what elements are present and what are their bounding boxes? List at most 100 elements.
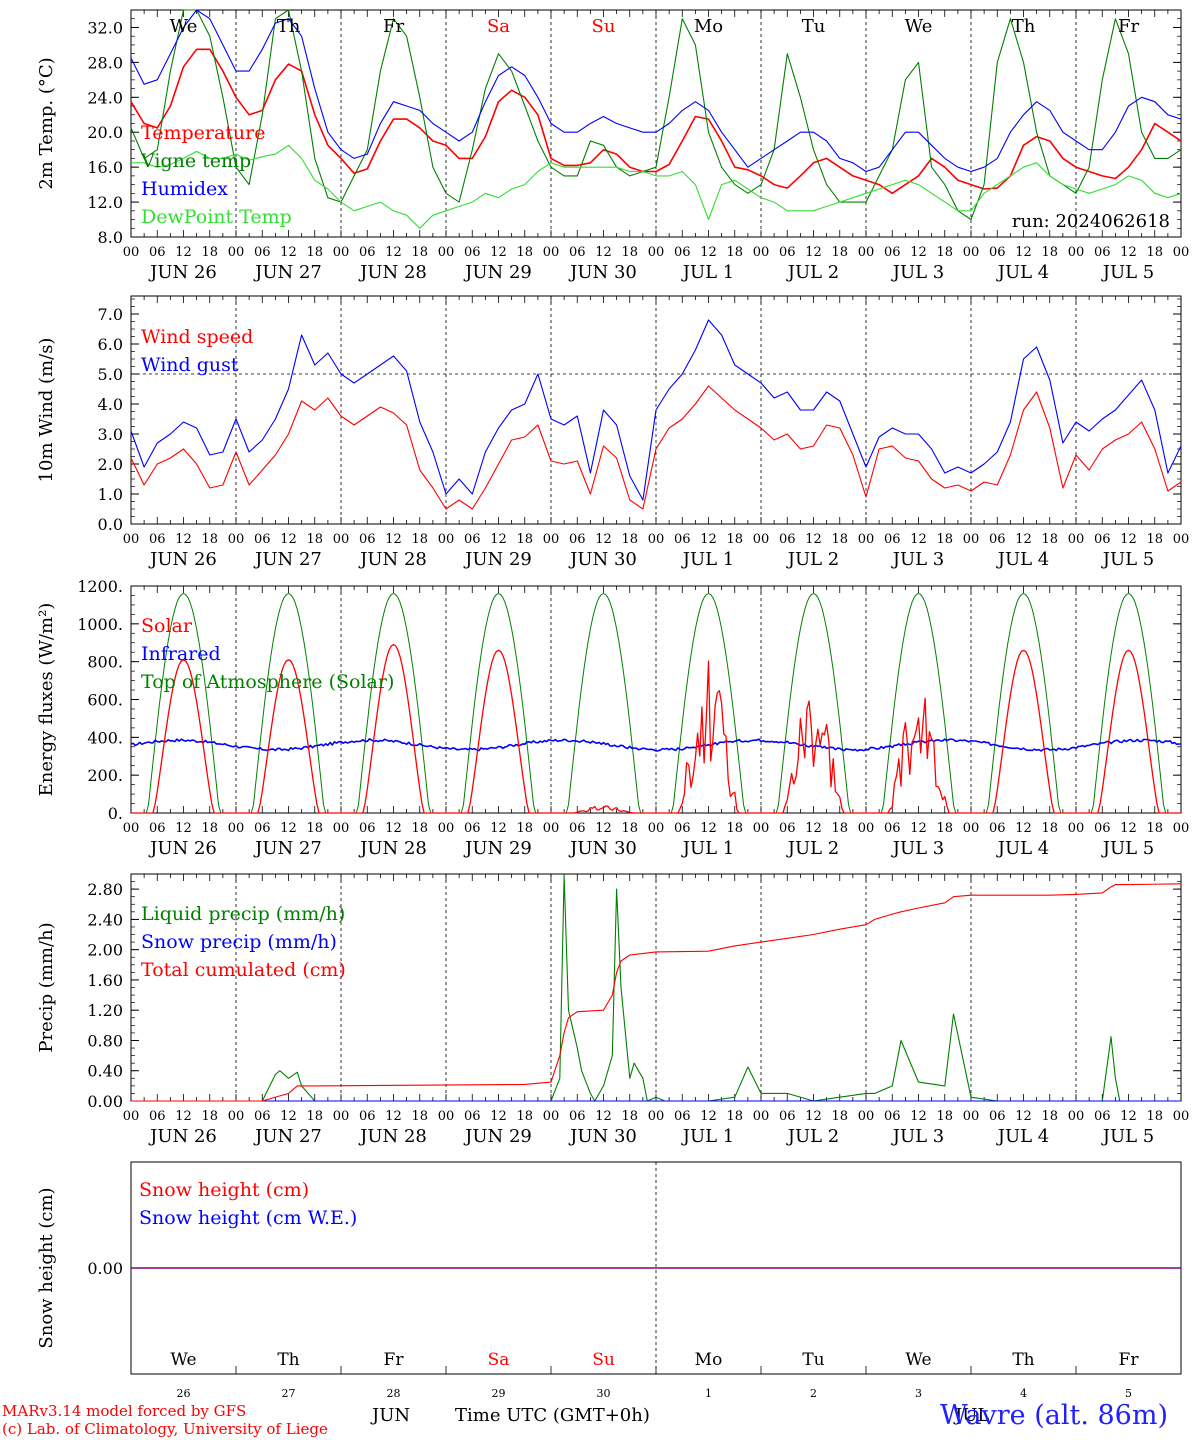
hour-tick-label: 00 (753, 532, 770, 547)
day-label: JUL 3 (891, 1126, 945, 1147)
weekday-label: Su (592, 1350, 615, 1370)
series-line-0 (130, 385, 1182, 510)
top-weekday-label: Th (1012, 16, 1036, 37)
y-tick-label: 600. (87, 691, 123, 710)
hour-tick-label: 18 (1146, 245, 1163, 260)
day-number-label: 26 (177, 1387, 191, 1400)
hour-tick-label: 00 (228, 532, 245, 547)
hour-tick-label: 12 (490, 245, 507, 260)
hour-tick-label: 00 (858, 532, 875, 547)
hour-tick-label: 12 (700, 532, 717, 547)
day-number-label: 3 (915, 1387, 922, 1400)
hour-tick-label: 18 (201, 1109, 218, 1124)
top-weekday-label: Sa (487, 16, 510, 37)
top-weekday-label: We (170, 16, 198, 37)
hour-tick-label: 18 (1041, 245, 1058, 260)
hour-tick-label: 12 (805, 1109, 822, 1124)
hour-tick-label: 18 (306, 821, 323, 836)
credit-line-1: MARv3.14 model forced by GFS (2, 1402, 247, 1420)
credit-line-2: (c) Lab. of Climatology, University of L… (2, 1420, 328, 1438)
location-label: Wavre (alt. 86m) (940, 1400, 1168, 1431)
day-label: JUL 5 (1101, 262, 1155, 283)
y-tick-label: 2.0 (98, 455, 123, 474)
day-label: JUL 1 (681, 549, 735, 570)
day-label: JUL 1 (681, 838, 735, 859)
hour-tick-label: 18 (831, 245, 848, 260)
hour-tick-label: 00 (543, 821, 560, 836)
hour-tick-label: 00 (123, 532, 140, 547)
y-axis-label: Snow height (cm) (36, 1187, 57, 1348)
weekday-label: We (905, 1350, 931, 1370)
hour-tick-label: 18 (411, 245, 428, 260)
hour-tick-label: 18 (201, 821, 218, 836)
hour-tick-label: 18 (726, 245, 743, 260)
hour-tick-label: 00 (438, 245, 455, 260)
day-number-label: 1 (705, 1387, 712, 1400)
legend-entry: Snow height (cm W.E.) (139, 1207, 357, 1229)
hour-tick-label: 06 (1094, 245, 1111, 260)
hour-tick-label: 12 (385, 1109, 402, 1124)
hour-tick-label: 06 (989, 245, 1006, 260)
hour-tick-label: 18 (1041, 1109, 1058, 1124)
hour-tick-label: 06 (359, 245, 376, 260)
weekday-label: Mo (695, 1350, 723, 1370)
day-label: JUN 29 (463, 549, 532, 570)
day-number-label: 2 (810, 1387, 817, 1400)
hour-tick-label: 00 (123, 1109, 140, 1124)
y-tick-label: 20.0 (87, 123, 123, 142)
hour-tick-label: 06 (359, 821, 376, 836)
legend-entry: Total cumulated (cm) (141, 959, 346, 981)
weekday-label: Th (1012, 1350, 1034, 1370)
hour-tick-label: 18 (621, 532, 638, 547)
hour-tick-label: 18 (1146, 532, 1163, 547)
hour-tick-label: 06 (464, 821, 481, 836)
top-weekday-label: Fr (1118, 16, 1139, 37)
hour-tick-label: 12 (385, 821, 402, 836)
hour-tick-label: 00 (858, 821, 875, 836)
hour-tick-label: 00 (753, 1109, 770, 1124)
hour-tick-label: 06 (779, 821, 796, 836)
day-label: JUN 30 (568, 838, 637, 859)
y-tick-label: 4.0 (98, 395, 123, 414)
hour-tick-label: 12 (910, 245, 927, 260)
y-tick-label: 800. (87, 653, 123, 672)
day-label: JUN 28 (358, 262, 427, 283)
hour-tick-label: 06 (569, 1109, 586, 1124)
hour-tick-label: 06 (254, 1109, 271, 1124)
hour-tick-label: 00 (858, 245, 875, 260)
y-tick-label: 16.0 (87, 158, 123, 177)
hour-tick-label: 18 (1146, 821, 1163, 836)
hour-tick-label: 00 (543, 245, 560, 260)
legend-entry: Snow precip (mm/h) (141, 931, 337, 953)
top-weekday-label: Su (592, 16, 616, 37)
y-tick-label: 0.0 (98, 515, 123, 534)
hour-tick-label: 06 (149, 821, 166, 836)
y-tick-label: 0.80 (87, 1031, 123, 1050)
day-label: JUN 27 (253, 549, 322, 570)
hour-tick-label: 12 (175, 532, 192, 547)
day-number-label: 27 (282, 1387, 296, 1400)
hour-tick-label: 06 (674, 821, 691, 836)
day-label: JUN 28 (358, 1126, 427, 1147)
hour-tick-label: 06 (464, 532, 481, 547)
day-label: JUN 29 (463, 838, 532, 859)
day-label: JUL 4 (996, 838, 1050, 859)
y-axis-label: 2m Temp. (°C) (36, 57, 57, 189)
y-tick-label: 1.20 (87, 1001, 123, 1020)
hour-tick-label: 18 (1041, 532, 1058, 547)
hour-tick-label: 12 (595, 1109, 612, 1124)
hour-tick-label: 18 (516, 532, 533, 547)
hour-tick-label: 00 (228, 245, 245, 260)
hour-tick-label: 18 (936, 821, 953, 836)
y-tick-label: 1000. (77, 615, 123, 634)
hour-tick-label: 00 (543, 532, 560, 547)
hour-tick-label: 06 (674, 245, 691, 260)
legend-entry: Wind gust (141, 354, 239, 376)
day-label: JUL 2 (786, 262, 840, 283)
y-axis-label: 10m Wind (m/s) (36, 338, 57, 483)
hour-tick-label: 06 (989, 532, 1006, 547)
hour-tick-label: 18 (1146, 1109, 1163, 1124)
legend-entry: Snow height (cm) (139, 1179, 309, 1201)
day-label: JUL 5 (1101, 1126, 1155, 1147)
hour-tick-label: 00 (963, 1109, 980, 1124)
